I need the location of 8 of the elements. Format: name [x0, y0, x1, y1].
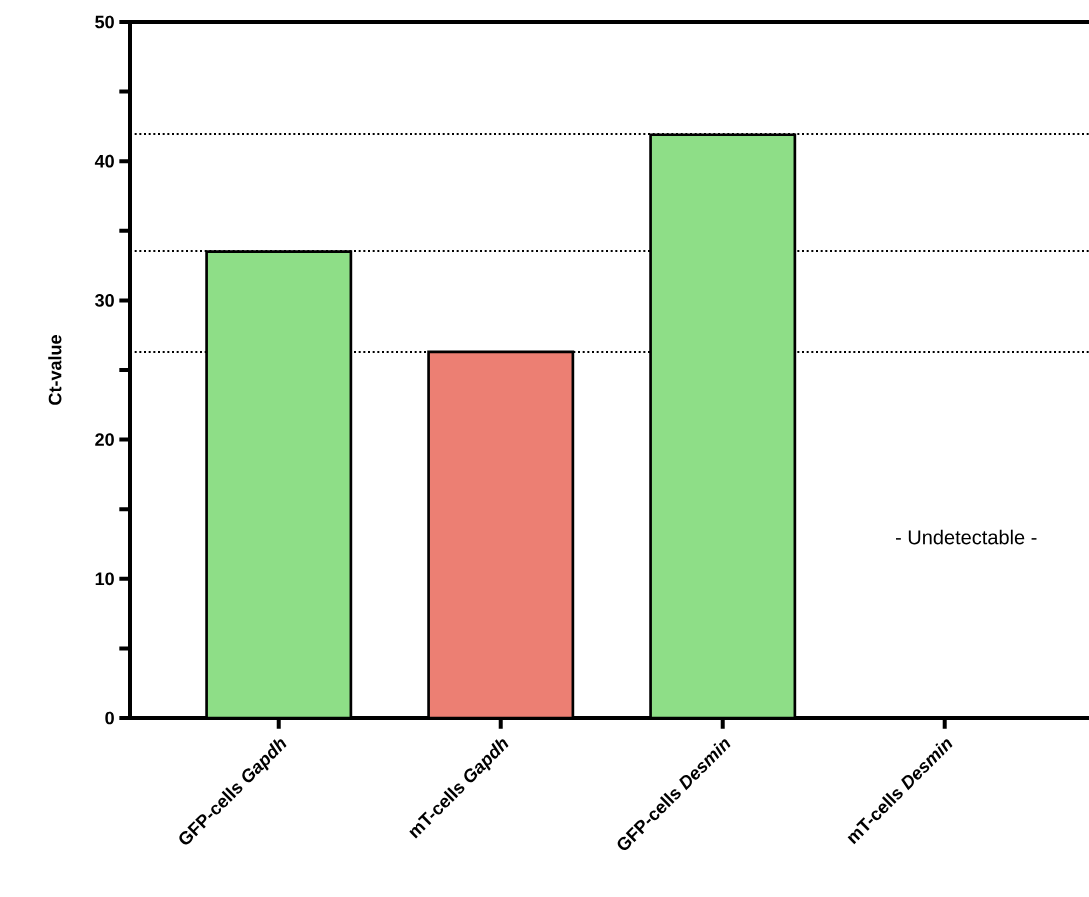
y-axis-title: Ct-value	[48, 335, 62, 405]
y-tick-label: 30	[95, 294, 114, 307]
annotation: - Undetectable -	[895, 529, 1037, 545]
y-tick-label: 40	[94, 154, 114, 168]
y-tick-label: 50	[95, 15, 114, 29]
y-tick-label: 0	[105, 711, 114, 725]
y-tick-label: 10	[95, 572, 114, 586]
y-tick-label: 20	[95, 433, 114, 446]
